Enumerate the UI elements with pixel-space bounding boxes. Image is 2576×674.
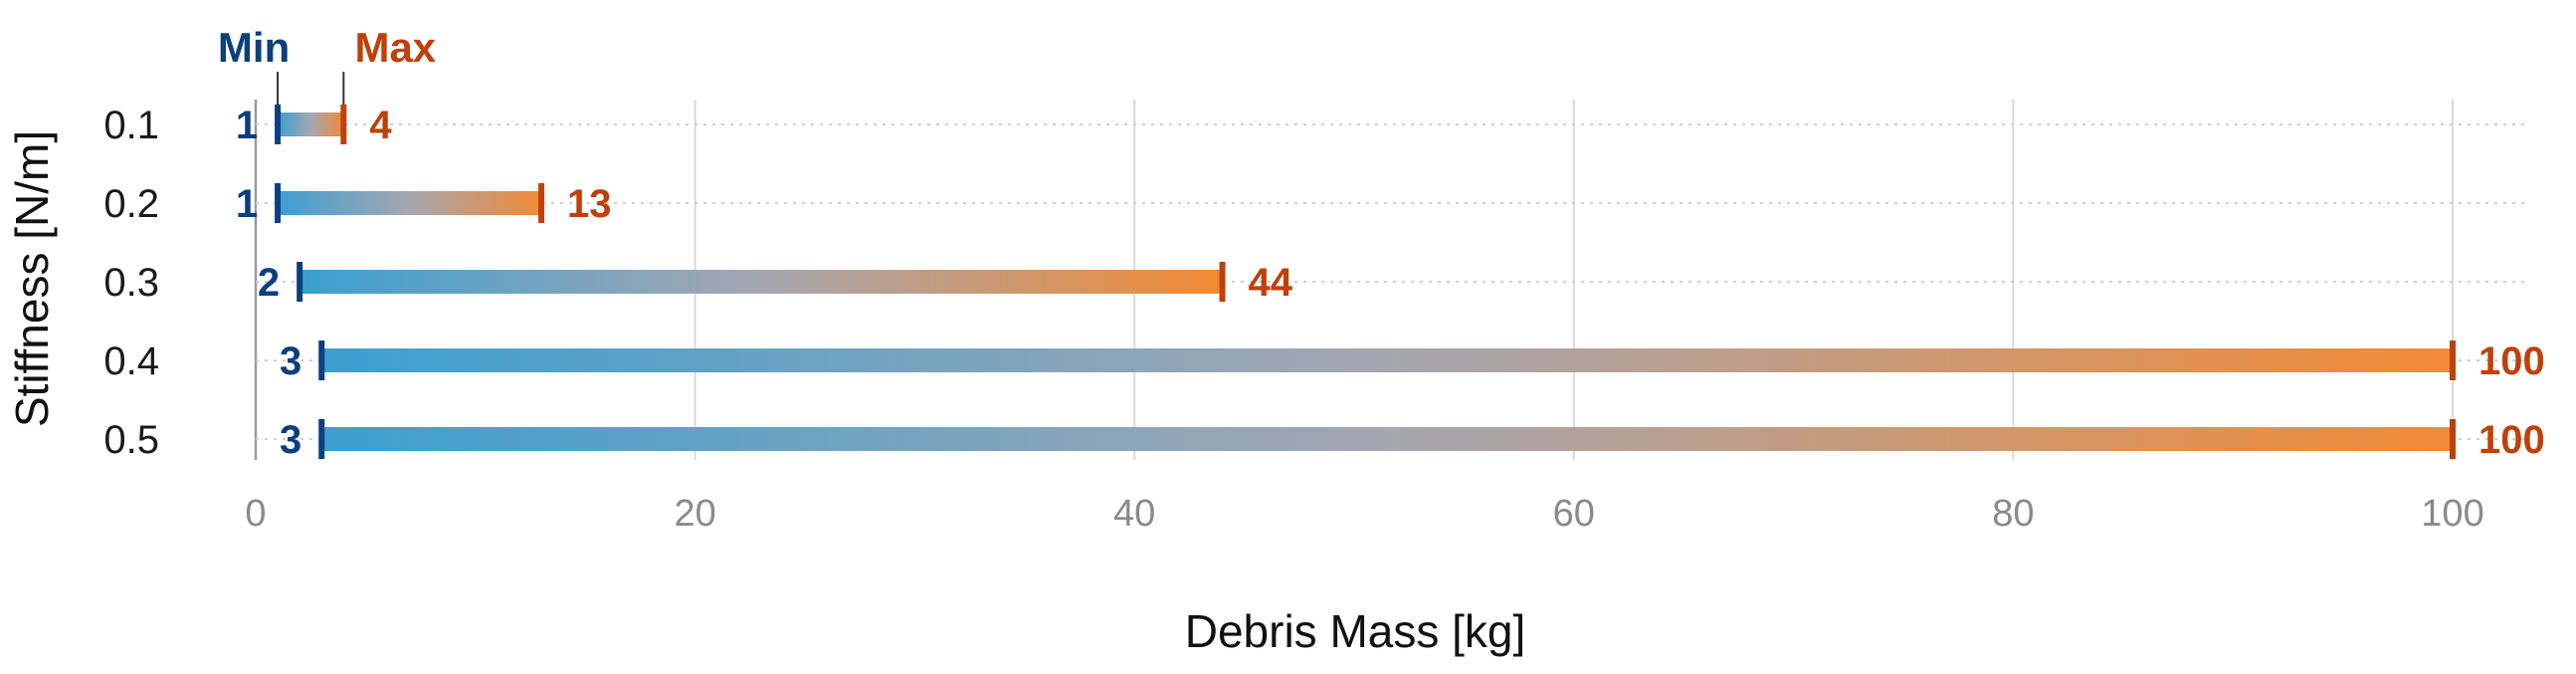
y-tick-label-0.3: 0.3: [103, 261, 159, 305]
x-tick-label-20: 20: [674, 493, 715, 535]
range-bar-0.4: [321, 348, 2453, 372]
range-bar-0.2: [278, 191, 542, 215]
min-marker-0.5: [318, 419, 325, 459]
min-value-label-0.4: 3: [280, 339, 301, 383]
max-marker-0.1: [340, 105, 347, 144]
range-bar-0.1: [278, 112, 344, 136]
x-tick-label-40: 40: [1113, 493, 1155, 535]
x-tick-label-80: 80: [1992, 493, 2034, 535]
max-marker-0.3: [1219, 262, 1226, 302]
max-value-label-0.2: 13: [567, 182, 612, 226]
min-marker-0.4: [318, 340, 325, 380]
min-marker-0.3: [297, 262, 303, 302]
max-value-label-0.3: 44: [1249, 261, 1293, 305]
max-value-label-0.5: 100: [2478, 418, 2545, 462]
y-tick-label-0.4: 0.4: [103, 339, 159, 383]
y-axis-title: Stiffness [N/m]: [6, 130, 58, 427]
legend-min-label: Min: [218, 24, 290, 71]
x-tick-label-0: 0: [245, 493, 266, 535]
x-tick-label-100: 100: [2421, 493, 2483, 535]
min-marker-0.2: [275, 183, 282, 223]
range-bar-0.3: [299, 270, 1223, 294]
range-bar-0.5: [321, 427, 2453, 451]
max-value-label-0.1: 4: [369, 104, 392, 147]
y-tick-label-0.2: 0.2: [103, 182, 159, 226]
min-marker-0.1: [275, 105, 282, 144]
max-marker-0.5: [2450, 419, 2456, 459]
legend-max-label: Max: [354, 24, 436, 71]
y-tick-label-0.5: 0.5: [103, 418, 159, 462]
min-value-label-0.5: 3: [280, 418, 301, 462]
max-marker-0.2: [538, 183, 545, 223]
x-axis-title: Debris Mass [kg]: [1185, 605, 1526, 657]
min-value-label-0.2: 1: [236, 182, 258, 226]
max-value-label-0.4: 100: [2478, 339, 2545, 383]
min-value-label-0.1: 1: [236, 104, 258, 147]
x-tick-label-60: 60: [1553, 493, 1595, 535]
y-tick-label-0.1: 0.1: [103, 104, 159, 147]
max-marker-0.4: [2450, 340, 2456, 380]
min-value-label-0.3: 2: [258, 261, 280, 305]
